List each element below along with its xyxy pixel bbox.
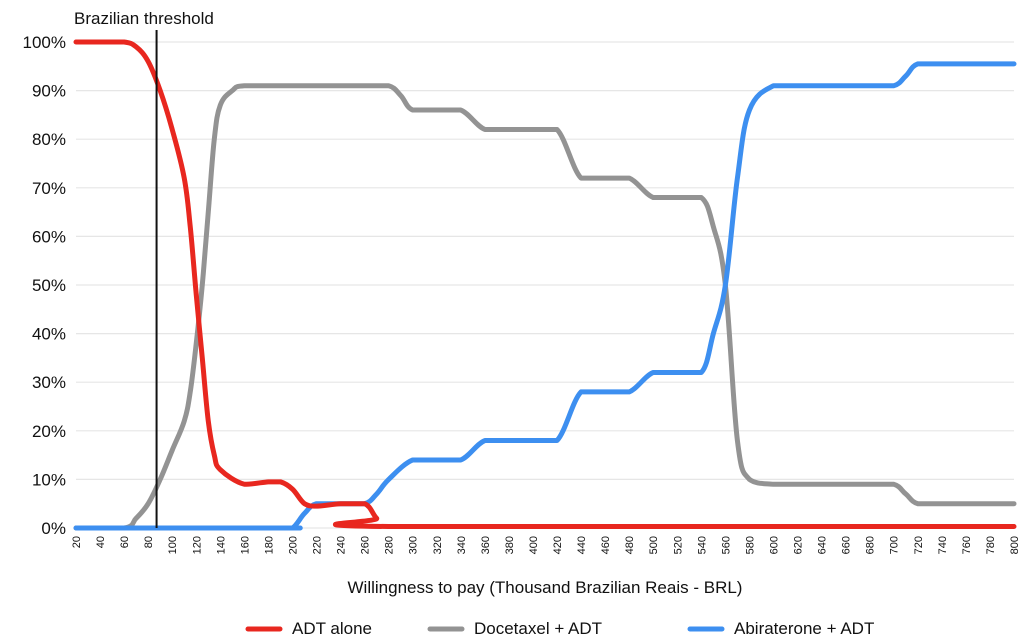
- series-lines: [73, 39, 1017, 531]
- x-tick-label: 300: [408, 536, 420, 554]
- x-tick-label: 160: [239, 536, 251, 554]
- y-tick-label: 60%: [32, 227, 66, 246]
- x-tick-label: 480: [624, 536, 636, 554]
- y-axis-ticks: 0% 10% 20% 30% 40% 50% 60% 70% 80% 90% 100%: [23, 33, 66, 538]
- x-tick-label: 420: [552, 536, 564, 554]
- x-tick-label: 280: [384, 536, 396, 554]
- legend-label-adt-alone: ADT alone: [292, 619, 372, 638]
- x-tick-label: 500: [648, 536, 660, 554]
- y-tick-label: 100%: [23, 33, 66, 52]
- y-tick-label: 80%: [32, 130, 66, 149]
- x-tick-label: 640: [817, 536, 829, 554]
- threshold-marker: Brazilian threshold: [74, 9, 214, 528]
- y-tick-label: 10%: [32, 470, 66, 489]
- x-tick-label: 100: [167, 536, 179, 554]
- x-tick-label: 580: [744, 536, 756, 554]
- x-tick-label: 800: [1009, 536, 1021, 554]
- x-tick-label: 620: [793, 536, 805, 554]
- x-tick-label: 260: [360, 536, 372, 554]
- x-tick-label: 400: [528, 536, 540, 554]
- x-tick-label: 340: [456, 536, 468, 554]
- x-tick-label: 780: [985, 536, 997, 554]
- x-tick-label: 120: [191, 536, 203, 554]
- x-tick-label: 660: [841, 536, 853, 554]
- x-tick-label: 320: [432, 536, 444, 554]
- series-line-docetaxel-adt: [73, 83, 1017, 531]
- x-tick-label: 40: [95, 536, 107, 548]
- x-tick-label: 760: [961, 536, 973, 554]
- x-tick-label: 240: [336, 536, 348, 554]
- x-tick-label: 140: [215, 536, 227, 554]
- threshold-label: Brazilian threshold: [74, 9, 214, 28]
- y-tick-label: 50%: [32, 276, 66, 295]
- x-tick-label: 520: [672, 536, 684, 554]
- y-tick-label: 30%: [32, 373, 66, 392]
- series-line-adt-alone: [73, 39, 1017, 530]
- x-axis-title: Willingness to pay (Thousand Brazilian R…: [348, 578, 743, 597]
- y-tick-label: 0%: [41, 519, 66, 538]
- x-tick-label: 600: [768, 536, 780, 554]
- x-tick-label: 60: [119, 536, 131, 548]
- y-tick-label: 70%: [32, 179, 66, 198]
- legend-label-abiraterone-adt: Abiraterone + ADT: [734, 619, 874, 638]
- x-tick-label: 700: [889, 536, 901, 554]
- x-tick-label: 680: [865, 536, 877, 554]
- x-tick-label: 360: [480, 536, 492, 554]
- x-tick-label: 740: [937, 536, 949, 554]
- x-tick-label: 720: [913, 536, 925, 554]
- x-tick-label: 200: [287, 536, 299, 554]
- x-tick-label: 460: [600, 536, 612, 554]
- x-tick-label: 20: [71, 536, 83, 548]
- x-tick-label: 440: [576, 536, 588, 554]
- legend-label-docetaxel-adt: Docetaxel + ADT: [474, 619, 602, 638]
- y-tick-label: 40%: [32, 325, 66, 344]
- x-tick-label: 220: [312, 536, 324, 554]
- y-tick-label: 20%: [32, 422, 66, 441]
- x-tick-label: 80: [143, 536, 155, 548]
- x-axis-ticks: 20 40 60 80 100 120 140 160 180 200 220 240 260 280 30…: [71, 536, 1021, 554]
- x-tick-label: 380: [504, 536, 516, 554]
- x-tick-label: 540: [696, 536, 708, 554]
- x-tick-label: 560: [720, 536, 732, 554]
- x-tick-label: 180: [263, 536, 275, 554]
- legend: ADT alone Docetaxel + ADT Abiraterone + AD…: [245, 619, 874, 638]
- y-tick-label: 90%: [32, 82, 66, 101]
